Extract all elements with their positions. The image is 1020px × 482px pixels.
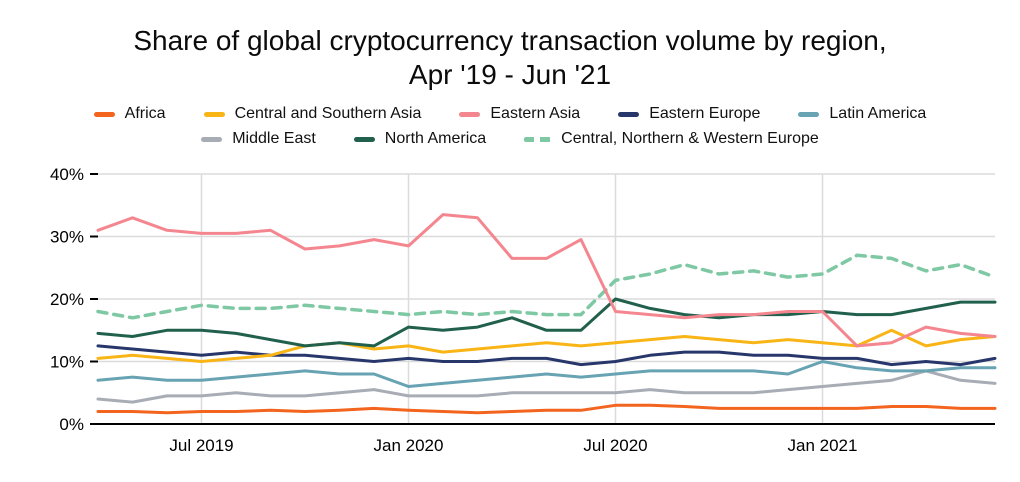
x-tick-label: Jul 2019 — [169, 436, 233, 455]
y-tick-label: 20% — [50, 290, 84, 309]
legend-label-central-northern-western-europe: Central, Northern & Western Europe — [561, 130, 819, 148]
x-tick-label: Jan 2020 — [374, 436, 444, 455]
series-line-central-northern-western-europe — [96, 253, 997, 320]
series-line-central-and-southern-asia — [96, 329, 997, 364]
chart-title: Share of global cryptocurrency transacti… — [0, 24, 1020, 92]
plot-area: 0% 10% 20% 30% 40% Jul 2019 Jan 2020 Jul 2020 Ja… — [50, 165, 997, 455]
y-tick-label: 40% — [50, 165, 84, 184]
chart-title-line-1: Share of global cryptocurrency transacti… — [133, 25, 887, 56]
legend-label-eastern-asia: Eastern Asia — [490, 105, 581, 123]
series-line-middle-east — [96, 369, 997, 404]
y-tick-label: 0% — [59, 415, 84, 434]
legend-label-latin-america: Latin America — [829, 105, 927, 123]
legend-label-central-and-southern-asia: Central and Southern Asia — [234, 105, 422, 123]
legend-swatch-eastern-europe — [618, 111, 640, 117]
y-tick-label: 30% — [50, 228, 84, 247]
chart-legend: Africa Central and Southern Asia Eastern… — [0, 105, 1020, 148]
x-tick-label: Jan 2021 — [788, 436, 858, 455]
legend-item-north-america: North America — [353, 130, 487, 148]
legend-swatch-africa — [93, 111, 115, 117]
legend-label-north-america: North America — [384, 130, 487, 148]
legend-swatch-middle-east — [201, 136, 223, 142]
series-line-latin-america — [96, 360, 997, 389]
legend-label-middle-east: Middle East — [232, 130, 316, 148]
legend-label-eastern-europe: Eastern Europe — [649, 105, 761, 123]
legend-swatch-north-america — [353, 136, 375, 142]
legend-item-africa: Africa — [93, 105, 166, 123]
series-line-africa — [96, 404, 997, 415]
legend-row-1: Africa Central and Southern Asia Eastern… — [93, 105, 926, 123]
y-tick-label: 10% — [50, 353, 84, 372]
legend-swatch-central-northern-western-europe — [524, 136, 552, 142]
series-line-eastern-asia — [96, 213, 997, 348]
series-line-north-america — [96, 297, 997, 348]
legend-swatch-eastern-asia — [459, 111, 481, 117]
legend-item-central-northern-western-europe: Central, Northern & Western Europe — [524, 130, 819, 148]
legend-label-africa: Africa — [124, 105, 166, 123]
legend-row-2: Middle East North America Central, North… — [201, 130, 819, 148]
legend-item-eastern-asia: Eastern Asia — [459, 105, 580, 123]
chart-title-line-2: Apr '19 - Jun '21 — [408, 59, 612, 91]
legend-swatch-central-and-southern-asia — [203, 111, 225, 117]
x-tick-label: Jul 2020 — [583, 436, 647, 455]
legend-swatch-latin-america — [798, 111, 820, 117]
legend-item-central-and-southern-asia: Central and Southern Asia — [203, 105, 422, 123]
legend-item-eastern-europe: Eastern Europe — [618, 105, 760, 123]
legend-item-middle-east: Middle East — [201, 130, 316, 148]
legend-item-latin-america: Latin America — [798, 105, 926, 123]
series-line-eastern-europe — [96, 344, 997, 367]
